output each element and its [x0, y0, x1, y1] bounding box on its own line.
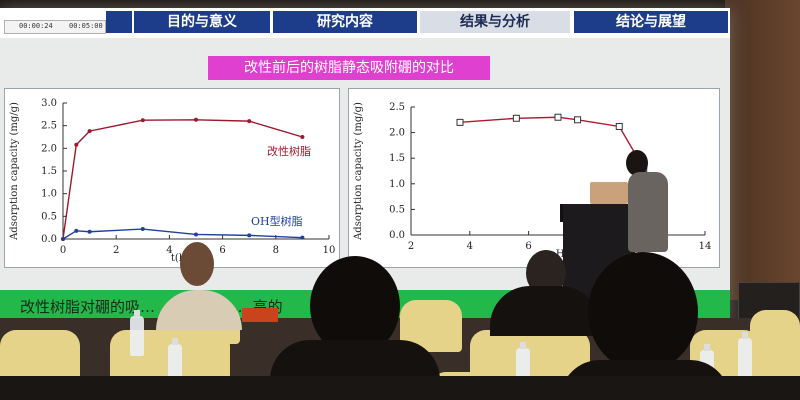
y-tick-label: 1.0	[41, 189, 57, 200]
data-point	[61, 237, 65, 241]
tab-blank[interactable]	[106, 11, 132, 33]
chair	[750, 310, 800, 380]
x-tick-label: 2	[113, 245, 119, 256]
y-tick-label: 2.5	[41, 121, 57, 132]
x-tick-label: 14	[699, 241, 712, 252]
y-tick-label: 0.0	[389, 230, 405, 241]
tab-research[interactable]: 研究内容	[273, 11, 417, 33]
speaker-head	[626, 150, 648, 176]
laptop	[590, 182, 628, 204]
data-point	[194, 117, 198, 122]
tab-results[interactable]: 结果与分析	[420, 11, 570, 33]
x-tick-label: 10	[323, 245, 336, 256]
y-tick-label: 1.5	[389, 153, 405, 164]
y-tick-label: 0.0	[41, 234, 57, 245]
y-tick-label: 3.0	[41, 98, 57, 109]
series-label: OH型树脂	[251, 214, 303, 228]
wood-wall	[725, 0, 800, 300]
audience-head	[180, 242, 214, 286]
x-tick-label: 6	[219, 245, 225, 256]
name-card	[242, 308, 278, 322]
slide-nav-bar: 00:00:24 00:05:00 目的与意义 研究内容 结果与分析 结论与展望	[0, 8, 730, 38]
projection-screen: 00:00:24 00:05:00 目的与意义 研究内容 结果与分析 结论与展望…	[0, 8, 730, 330]
data-point	[247, 233, 252, 238]
total-time: 00:05:00	[69, 22, 103, 30]
y-tick-label: 1.0	[389, 179, 405, 190]
data-point	[140, 227, 145, 232]
data-point	[615, 122, 623, 130]
data-point	[194, 232, 198, 237]
data-point	[87, 129, 92, 134]
data-point	[140, 118, 145, 123]
data-point	[247, 119, 252, 124]
y-tick-label: 1.5	[41, 166, 57, 177]
data-point	[74, 228, 79, 233]
y-tick-label: 2.0	[389, 128, 405, 139]
series-label: 改性树脂	[267, 144, 311, 158]
water-bottle	[738, 332, 752, 378]
data-point	[300, 235, 305, 240]
data-point	[300, 135, 305, 139]
y-tick-label: 2.0	[41, 143, 57, 154]
video-player-bar[interactable]: 00:00:24 00:05:00	[4, 20, 106, 34]
data-point	[512, 114, 520, 122]
desk-edge	[0, 376, 800, 400]
tab-conclusion[interactable]: 结论与展望	[574, 11, 728, 33]
water-bottle	[168, 338, 182, 384]
audience-head	[588, 252, 698, 372]
audience-member	[490, 286, 600, 336]
y-tick-label: 2.5	[389, 102, 405, 113]
data-point	[87, 229, 92, 234]
elapsed-time: 00:00:24	[19, 22, 53, 30]
series-line	[62, 228, 303, 240]
x-tick-label: 8	[273, 245, 279, 256]
slide-title: 改性前后的树脂静态吸附硼的对比	[208, 56, 490, 80]
x-tick-label: 4	[166, 245, 172, 256]
series-line	[459, 116, 645, 169]
y-axis-label: Adsorption capacity (mg/g)	[9, 102, 20, 241]
audience-head	[310, 256, 400, 356]
water-bottle	[130, 310, 144, 356]
data-point	[74, 142, 79, 147]
data-point	[456, 118, 464, 126]
tab-purpose[interactable]: 目的与意义	[134, 11, 270, 33]
chart-left: 0.0 0.5 1.0 1.5 2.0 2.5 3.0 0 2 4 6 8 10 Adsorption c…	[4, 88, 340, 268]
x-tick-label: 6	[525, 241, 531, 252]
y-tick-label: 0.5	[41, 211, 57, 222]
x-tick-label: 0	[60, 245, 66, 256]
data-point	[574, 116, 582, 124]
data-point	[554, 113, 562, 121]
y-axis-label: Adsorption capacity (mg/g)	[353, 102, 364, 241]
chair	[0, 330, 80, 384]
x-tick-label: 4	[467, 241, 473, 252]
speaker	[628, 172, 668, 252]
x-tick-label: 2	[408, 241, 414, 252]
y-tick-label: 0.5	[389, 204, 405, 215]
adsorption-time-chart: 0.0 0.5 1.0 1.5 2.0 2.5 3.0 0 2 4 6 8 10 Adsorption c…	[9, 98, 336, 264]
